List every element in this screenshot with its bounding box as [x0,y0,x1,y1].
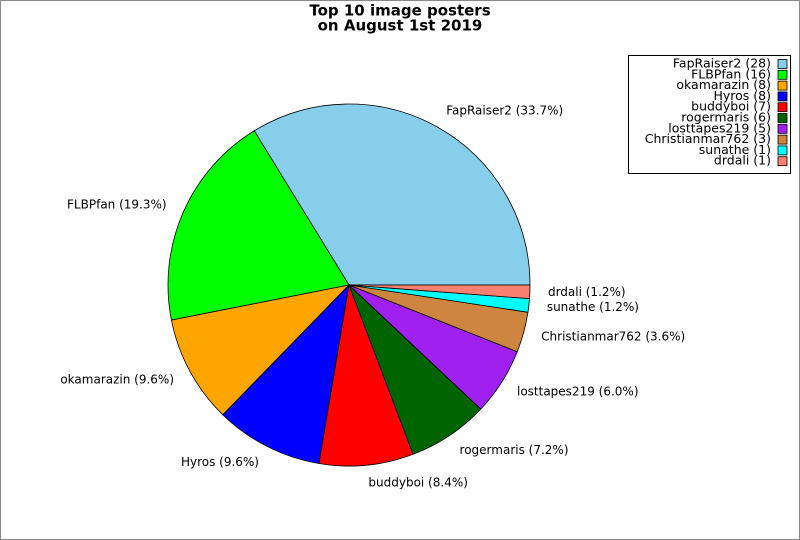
legend-swatch [777,113,788,123]
slice-label: buddyboi (8.4%) [368,476,468,490]
legend-label: drdali (1) [714,153,771,168]
legend-swatch [777,123,788,134]
legend-swatch [777,156,788,167]
legend-swatch [777,69,788,80]
slice-label: FapRaiser2 (33.7%) [446,104,563,118]
legend-box [628,55,791,174]
slice-label: Hyros (9.6%) [181,455,259,469]
legend-swatch [777,59,788,69]
legend-label: sunathe (1) [699,142,771,157]
legend-label: buddyboi (7) [691,99,771,114]
pie-slice [222,283,350,464]
pie-slice [167,130,350,321]
legend-swatch [777,134,788,145]
slice-label: Christianmar762 (3.6%) [541,330,685,344]
chart-title: Top 10 image posters [309,2,490,20]
slice-label: losttapes219 (6.0%) [517,384,639,398]
legend-label: okamarazin (8) [676,77,771,92]
legend-label: FLBPfan (16) [691,66,771,81]
legend-label: Christianmar762 (3) [645,131,771,146]
slice-label: okamarazin (9.6%) [60,372,174,386]
legend-label: Hyros (8) [713,88,771,103]
pie-slice [170,284,351,416]
legend-swatch [777,102,788,113]
chart-title: on August 1st 2019 [318,17,483,35]
legend-swatch [777,145,788,156]
slice-label: sunathe (1.2%) [547,300,639,314]
pie-slice [253,103,531,286]
legend-label: FapRaiser2 (28) [673,56,771,71]
legend-label: rogermaris (6) [681,110,771,125]
pie-slice [348,284,531,300]
legend-swatch [777,80,788,91]
pie-slice [318,283,414,467]
slice-label: drdali (1.2%) [548,285,626,299]
slice-label: FLBPfan (19.3%) [67,198,167,212]
legend-swatch [777,91,788,102]
slice-label: rogermaris (7.2%) [460,443,569,457]
legend-label: losttapes219 (5) [668,120,771,135]
